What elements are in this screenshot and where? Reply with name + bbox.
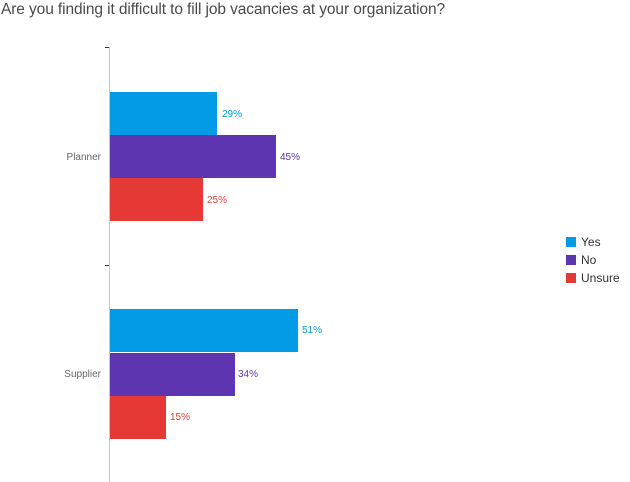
category-label-planner: Planner [66, 152, 101, 163]
bar-label-planner-yes: 29% [222, 109, 243, 120]
chart-legend: Yes No Unsure [566, 233, 620, 287]
y-axis-tick [105, 265, 109, 266]
bar-supplier-yes[interactable] [110, 309, 298, 352]
legend-swatch-yes [566, 237, 576, 247]
bar-planner-unsure[interactable] [110, 178, 203, 221]
y-axis-line [109, 47, 110, 482]
bar-planner-no[interactable] [110, 135, 276, 178]
bar-label-supplier-no: 34% [238, 369, 259, 380]
bar-supplier-no[interactable] [110, 353, 235, 396]
chart-title: Are you finding it difficult to fill job… [1, 1, 445, 18]
legend-item-unsure[interactable]: Unsure [566, 269, 620, 287]
category-label-supplier: Supplier [64, 369, 101, 380]
bar-planner-yes[interactable] [110, 92, 217, 135]
legend-item-yes[interactable]: Yes [566, 233, 620, 251]
legend-label-no: No [581, 253, 597, 267]
legend-swatch-no [566, 255, 576, 265]
bar-supplier-unsure[interactable] [110, 396, 166, 439]
bar-label-planner-no: 45% [280, 152, 301, 163]
bar-label-planner-unsure: 25% [207, 195, 228, 206]
legend-item-no[interactable]: No [566, 251, 620, 269]
bar-label-supplier-unsure: 15% [170, 412, 191, 423]
legend-label-yes: Yes [581, 235, 601, 249]
legend-swatch-unsure [566, 273, 576, 283]
bar-label-supplier-yes: 51% [302, 325, 323, 336]
legend-label-unsure: Unsure [581, 271, 620, 285]
y-axis-tick [105, 47, 109, 48]
